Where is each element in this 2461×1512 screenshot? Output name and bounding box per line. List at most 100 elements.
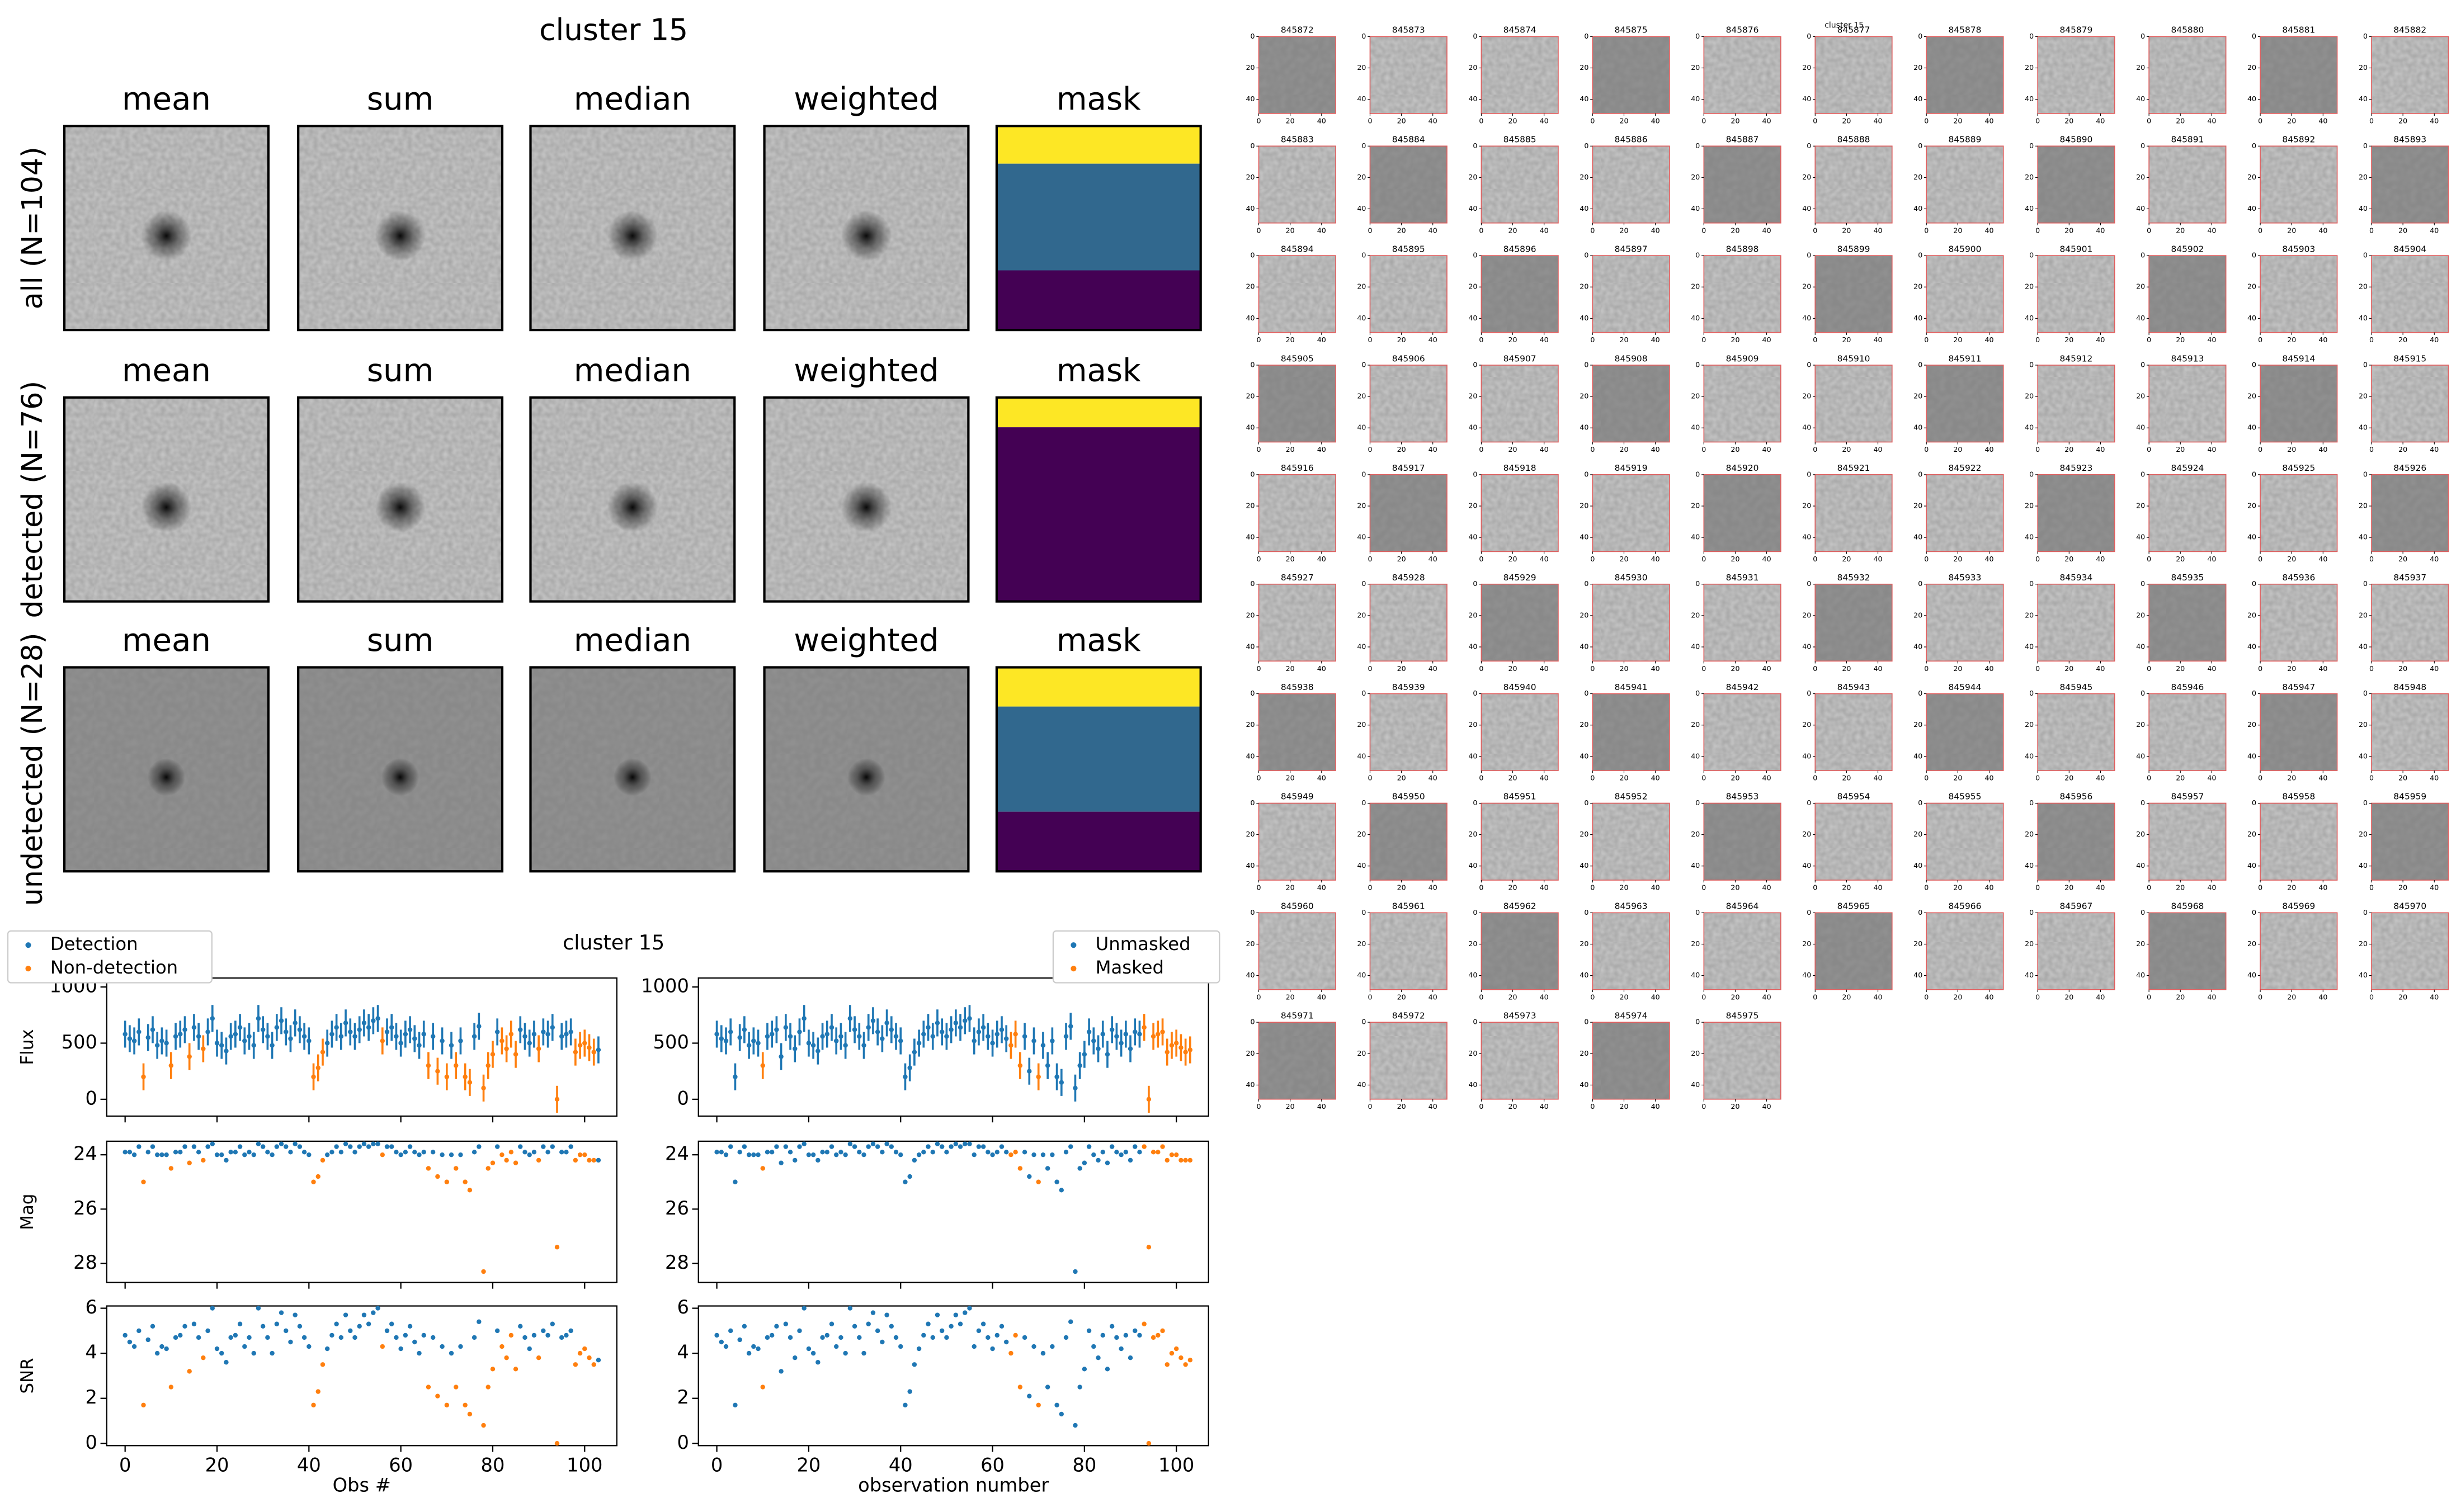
data-point [714,1032,719,1037]
data-point [352,1335,357,1340]
data-point [587,1355,592,1360]
thumbnail-label: 845930 [1615,573,1648,583]
data-point [307,1152,312,1157]
data-point [564,1032,569,1037]
mask-band [996,427,1201,602]
thumb-x-tick-label: 40 [1651,664,1660,673]
data-point [802,1306,807,1311]
data-point [939,1328,945,1334]
thumb-y-tick-label: 0 [1807,470,1811,478]
thumbnail-image [1370,913,1447,990]
data-point [1045,1385,1050,1390]
data-point [228,1335,233,1340]
thumb-y-tick-label: 40 [1691,642,1700,650]
thumbnail-frame [1814,474,1893,552]
data-point [921,1150,926,1155]
data-point [159,1038,164,1043]
thumb-x-tick-label: 0 [1701,883,1706,891]
data-point [1013,1032,1018,1037]
thumbnail-label: 845918 [1503,463,1536,473]
thumbnail-label: 845889 [1949,135,1982,145]
thumbnail-label: 845972 [1392,1010,1425,1020]
thumb-y-tick-label: 20 [2136,282,2145,291]
data-point [504,1157,509,1163]
thumb-x-tick-label: 0 [1368,1102,1372,1111]
data-point [1036,1074,1041,1079]
data-point [783,1144,789,1149]
thumb-x-tick-label: 40 [1762,226,1771,234]
thumb-y-tick-label: 40 [1691,861,1700,870]
data-point [371,1141,376,1146]
thumbnail-label: 845916 [1281,463,1314,473]
thumb-y-tick-label: 0 [1695,32,1700,40]
thumbnail-label: 845937 [2393,573,2426,583]
thumbnail-label: 845883 [1281,135,1314,145]
thumbnail-image [1704,913,1781,990]
data-point [857,1150,862,1155]
thumb-x-tick-label: 0 [2369,774,2374,782]
thumbnail-image [1926,365,2003,442]
thumb-x-tick-label: 0 [1701,336,1706,344]
data-point [159,1152,164,1157]
thumb-x-tick-label: 0 [1701,555,1706,563]
thumbnail-frame [2037,365,2115,443]
thumb-y-tick-label: 20 [1802,392,1811,400]
data-point [861,1043,866,1048]
thumbnail-frame [1592,474,1670,552]
thumb-x-tick-label: 40 [1428,774,1437,782]
thumb-y-tick-label: 40 [1246,642,1255,650]
thumbnail-label: 845945 [2060,682,2093,692]
data-point [233,1150,238,1155]
thumbnail-label: 845974 [1615,1010,1648,1020]
thumbnail-frame [1258,365,1336,443]
thumb-y-tick-label: 40 [1691,94,1700,103]
data-point [536,1157,541,1163]
thumb-y-tick-label: 40 [2359,752,2368,760]
thumbnail-frame [2037,255,2115,333]
data-point [930,1034,935,1039]
thumbnail-image [2260,803,2337,880]
thumbnail-image [2372,913,2449,990]
thumb-x-tick-label: 20 [1619,1102,1628,1111]
thumb-x-tick-label: 0 [1813,336,1817,344]
thumbnail-title: cluster 15 [1824,21,1864,30]
thumb-x-tick-label: 20 [2287,445,2296,453]
data-point [793,1355,798,1360]
thumbnail-frame [1926,583,2004,662]
thumbnail-frame [1814,802,1893,881]
thumb-y-tick-label: 40 [1691,971,1700,979]
data-point [247,1150,252,1155]
thumb-y-tick-label: 0 [1695,470,1700,478]
data-point [297,1324,303,1329]
data-point [723,1344,729,1349]
thumbnail-image [2372,36,2449,114]
thumb-x-tick-label: 0 [1368,555,1372,563]
thumbnail-image [1258,256,1336,333]
data-point [870,1310,876,1315]
thumbnail-frame [1258,36,1336,114]
thumb-y-tick-label: 0 [2029,689,2034,697]
thumb-x-tick-label: 20 [2398,226,2407,234]
thumb-x-tick-label: 0 [1924,116,1929,125]
data-point [990,1346,995,1352]
thumb-x-tick-label: 0 [1479,555,1483,563]
thumb-x-tick-label: 0 [1813,445,1817,453]
thumbnail-frame [2148,255,2227,333]
data-point [320,1362,326,1367]
data-point [963,1018,968,1023]
thumb-x-tick-label: 20 [1842,993,1851,1001]
thumb-x-tick-label: 40 [1651,226,1660,234]
data-point [417,1350,422,1356]
thumb-x-tick-label: 20 [1619,555,1628,563]
thumb-x-tick-label: 40 [2096,445,2105,453]
thumb-x-tick-label: 0 [2369,555,2374,563]
data-point [820,1335,825,1340]
data-point [1133,1029,1138,1034]
thumbnail-frame [1481,802,1559,881]
thumb-y-tick-label: 40 [1691,423,1700,432]
data-point [564,1333,569,1338]
thumbnail-label: 845908 [1615,353,1648,363]
data-point [463,1402,468,1407]
data-point [930,1150,935,1155]
data-point [944,1150,949,1155]
